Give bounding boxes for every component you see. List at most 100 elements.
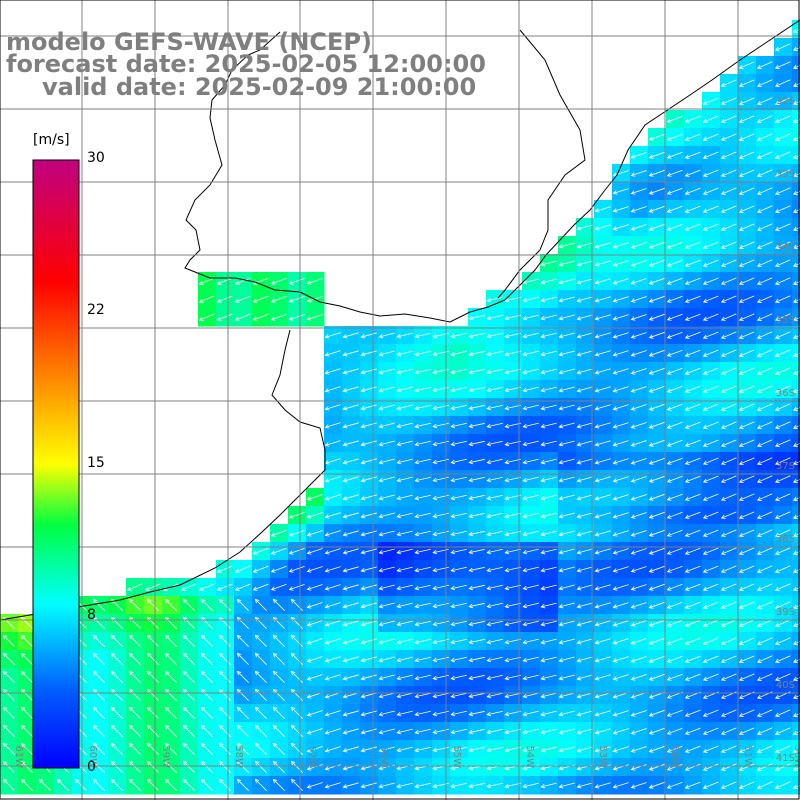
wind-arrow [576,746,593,753]
wind-arrow [342,440,359,447]
wind-arrow [522,458,539,465]
wind-arrow [396,404,413,411]
wind-arrow [504,314,521,321]
wind-arrow [110,778,123,791]
wind-arrow [630,314,647,321]
wind-arrow [146,598,159,611]
wind-arrow [558,494,575,501]
wind-arrow [594,422,611,429]
wind-arrow [756,115,773,123]
wind-arrow [218,598,231,611]
wind-arrow [648,655,665,663]
wind-arrow [774,421,791,429]
wind-arrow [540,746,557,753]
wind-arrow [630,350,647,357]
wind-arrow [414,332,431,339]
wind-arrow [254,652,267,665]
wind-arrow [630,152,647,159]
wind-arrow [414,728,431,735]
wind-arrow [540,296,557,303]
wind-arrow [164,706,177,719]
wind-arrow [216,583,233,591]
wind-arrow [666,727,683,735]
wind-arrow [504,782,521,789]
wind-arrow [792,298,800,303]
wind-arrow [468,746,485,753]
wind-arrow [702,151,719,159]
wind-arrow [450,566,467,573]
wind-arrow [720,367,737,375]
wind-arrow [594,638,611,645]
wind-arrow [324,728,341,735]
wind-arrow [164,634,177,647]
wind-arrow [486,296,503,303]
wind-arrow [774,97,791,105]
wind-arrow [522,620,539,627]
wind-arrow [738,169,755,177]
wind-arrow [702,331,719,339]
wind-arrow [738,277,755,285]
wind-arrow [648,475,665,483]
wind-arrow [774,385,791,393]
wind-arrow [612,638,629,645]
wind-arrow [396,422,413,429]
wind-arrow [450,440,467,447]
wind-arrow [792,604,800,609]
wind-arrow [378,746,395,753]
wind-arrow [630,620,647,627]
wind-arrow [146,652,159,665]
wind-arrow [630,260,647,267]
wind-arrow [576,674,593,681]
wind-arrow [576,386,593,393]
wind-arrow [738,241,755,249]
wind-arrow [738,223,755,231]
latitude-label: 37S [776,461,795,472]
wind-arrow [2,742,15,755]
wind-arrow [522,314,539,321]
wind-arrow [486,656,503,663]
wind-arrow [756,619,773,627]
wind-arrow [180,583,197,591]
wind-arrow [540,314,557,321]
wind-arrow [756,781,773,789]
wind-arrow [126,583,143,591]
wind-arrow [666,331,683,339]
wind-arrow [756,583,773,591]
wind-arrow [594,404,611,411]
wind-arrow [720,169,737,177]
wind-arrow [558,368,575,375]
wind-arrow [702,169,719,177]
wind-arrow [612,710,629,717]
wind-arrow [182,724,195,737]
wind-arrow [254,634,267,647]
wind-arrow [128,598,141,611]
wind-arrow [396,476,413,483]
wind-arrow [630,728,647,735]
wind-arrow [576,566,593,573]
wind-arrow [290,742,303,755]
wind-arrow [594,746,611,753]
wind-arrow [486,548,503,555]
wind-arrow [378,404,395,411]
wind-arrow [666,763,683,771]
wind-arrow [684,637,701,645]
wind-arrow [2,760,15,773]
wind-arrow [342,476,359,483]
wind-arrow [774,169,791,177]
wind-arrow [182,742,195,755]
wind-arrow [342,368,359,375]
wind-arrow [666,619,683,627]
wind-arrow [612,260,629,267]
wind-arrow [792,118,800,123]
wind-arrow [630,440,647,447]
wind-arrow [792,316,800,321]
wind-arrow [2,670,15,683]
wind-arrow [792,586,800,591]
wind-arrow [450,584,467,591]
wind-arrow [128,724,141,737]
wind-arrow [720,655,737,663]
wind-arrow [468,782,485,789]
wind-arrow [236,778,249,791]
wind-arrow [738,151,755,159]
wind-arrow [504,476,521,483]
